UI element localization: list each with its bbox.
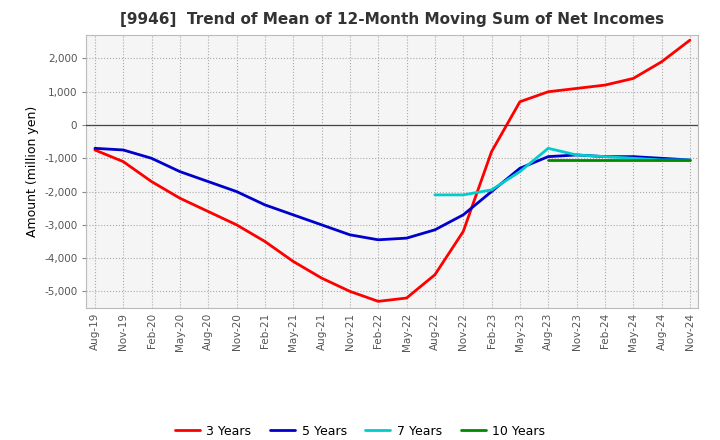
5 Years bbox=[148, 156, 156, 161]
3 Years bbox=[431, 272, 439, 277]
5 Years bbox=[516, 165, 524, 171]
5 Years bbox=[544, 154, 552, 159]
3 Years bbox=[346, 289, 354, 294]
10 Years bbox=[657, 158, 666, 163]
10 Years bbox=[629, 158, 637, 163]
10 Years bbox=[572, 158, 581, 163]
7 Years bbox=[629, 156, 637, 161]
5 Years bbox=[119, 147, 127, 153]
7 Years bbox=[516, 169, 524, 174]
3 Years bbox=[600, 82, 609, 88]
3 Years bbox=[516, 99, 524, 104]
7 Years bbox=[600, 154, 609, 159]
Line: 5 Years: 5 Years bbox=[95, 148, 690, 240]
7 Years bbox=[431, 192, 439, 198]
5 Years bbox=[431, 227, 439, 232]
Y-axis label: Amount (million yen): Amount (million yen) bbox=[26, 106, 39, 237]
7 Years bbox=[657, 158, 666, 163]
3 Years bbox=[204, 209, 212, 214]
Title: [9946]  Trend of Mean of 12-Month Moving Sum of Net Incomes: [9946] Trend of Mean of 12-Month Moving … bbox=[120, 12, 665, 27]
5 Years bbox=[91, 146, 99, 151]
3 Years bbox=[261, 239, 269, 244]
5 Years bbox=[629, 154, 637, 159]
5 Years bbox=[346, 232, 354, 238]
5 Years bbox=[572, 152, 581, 158]
5 Years bbox=[176, 169, 184, 174]
3 Years bbox=[487, 149, 496, 154]
3 Years bbox=[374, 299, 382, 304]
7 Years bbox=[572, 152, 581, 158]
5 Years bbox=[374, 237, 382, 242]
7 Years bbox=[544, 146, 552, 151]
5 Years bbox=[318, 222, 326, 227]
3 Years bbox=[119, 159, 127, 164]
3 Years bbox=[91, 147, 99, 153]
5 Years bbox=[233, 189, 241, 194]
5 Years bbox=[600, 154, 609, 159]
5 Years bbox=[657, 156, 666, 161]
3 Years bbox=[657, 59, 666, 64]
3 Years bbox=[289, 259, 297, 264]
7 Years bbox=[487, 187, 496, 193]
10 Years bbox=[600, 158, 609, 163]
3 Years bbox=[148, 179, 156, 184]
10 Years bbox=[685, 158, 694, 163]
3 Years bbox=[233, 222, 241, 227]
Line: 3 Years: 3 Years bbox=[95, 40, 690, 301]
3 Years bbox=[572, 86, 581, 91]
Line: 7 Years: 7 Years bbox=[435, 148, 690, 195]
3 Years bbox=[402, 295, 411, 301]
10 Years bbox=[544, 158, 552, 163]
5 Years bbox=[261, 202, 269, 208]
5 Years bbox=[204, 179, 212, 184]
3 Years bbox=[685, 37, 694, 43]
7 Years bbox=[459, 192, 467, 198]
Legend: 3 Years, 5 Years, 7 Years, 10 Years: 3 Years, 5 Years, 7 Years, 10 Years bbox=[170, 420, 550, 440]
3 Years bbox=[459, 229, 467, 234]
3 Years bbox=[629, 76, 637, 81]
5 Years bbox=[289, 212, 297, 217]
3 Years bbox=[544, 89, 552, 95]
5 Years bbox=[459, 212, 467, 217]
3 Years bbox=[176, 195, 184, 201]
7 Years bbox=[685, 158, 694, 163]
3 Years bbox=[318, 275, 326, 281]
5 Years bbox=[402, 235, 411, 241]
5 Years bbox=[685, 158, 694, 163]
5 Years bbox=[487, 189, 496, 194]
